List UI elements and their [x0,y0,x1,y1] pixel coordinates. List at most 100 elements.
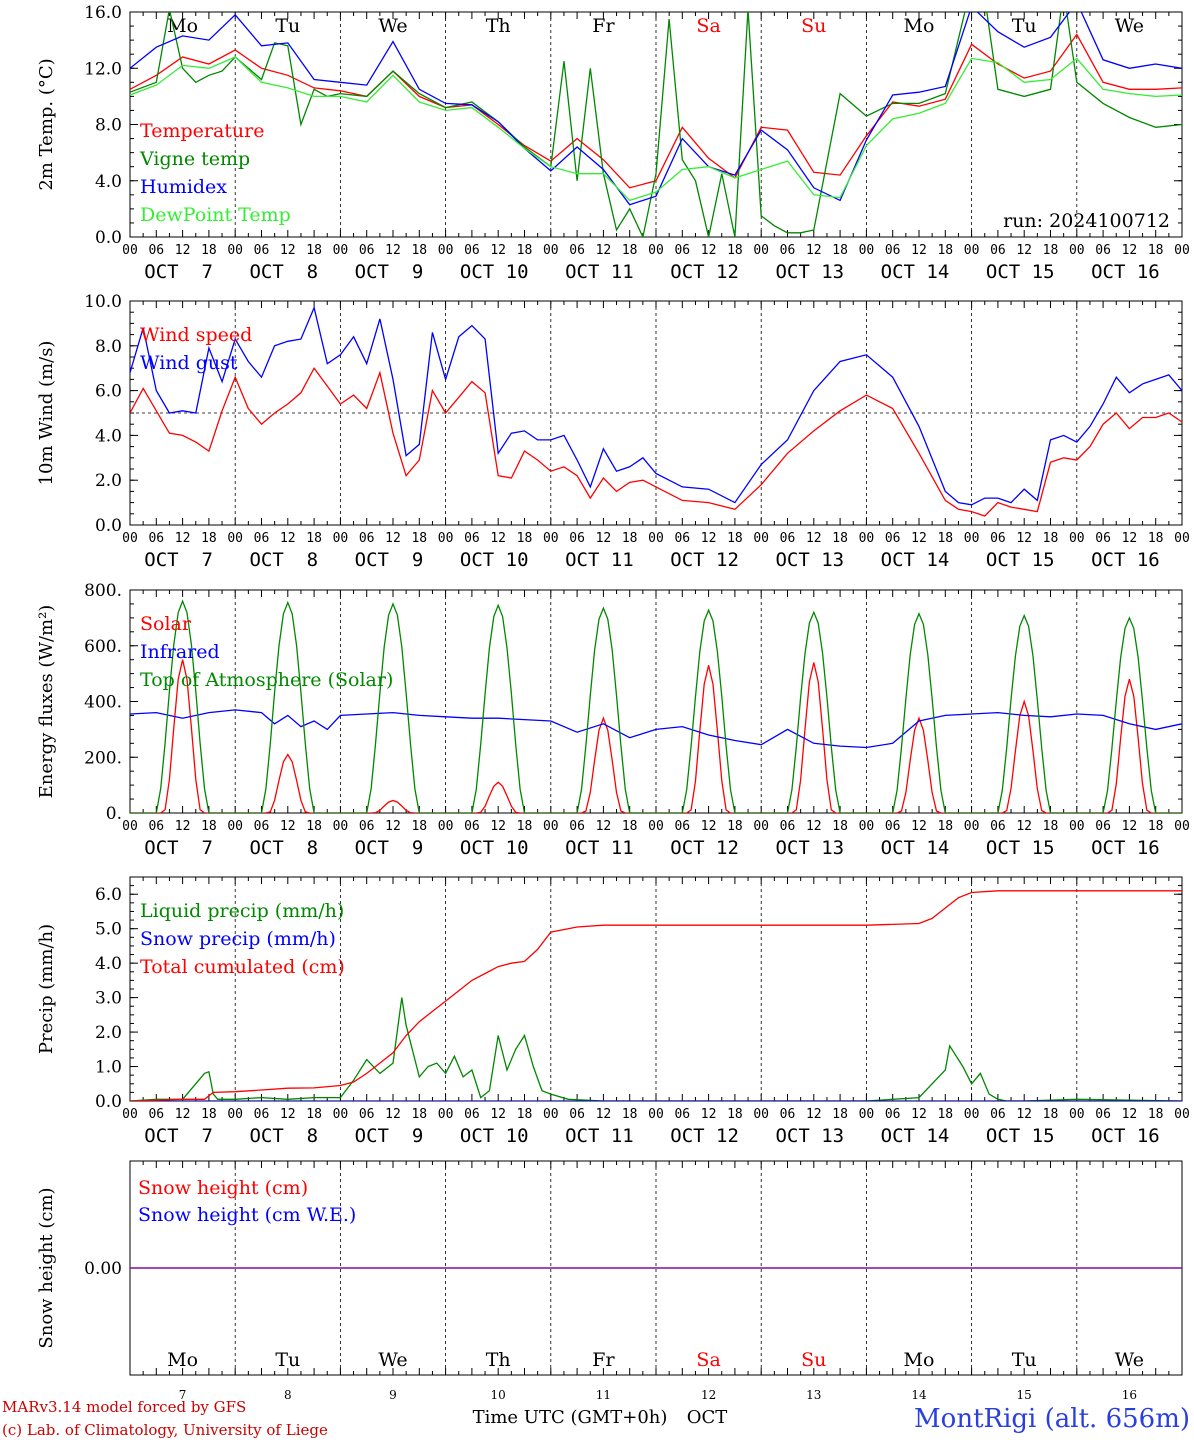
date-label: OCT 9 [355,837,424,859]
hour-tick-label: 12 [1122,243,1138,258]
day-name: Tu [275,15,300,37]
date-label: OCT 12 [670,837,739,859]
date-label: OCT 11 [565,549,634,571]
day-name: Tu [1012,15,1037,37]
hour-tick-label: 18 [201,819,217,834]
hour-tick-label: 06 [464,243,480,258]
run-label: run: 2024100712 [1003,210,1170,232]
legend-entry: Temperature [140,120,264,142]
hour-tick-label: 00 [648,531,664,546]
hour-tick-label: 12 [280,1107,296,1122]
hour-tick-label: 06 [1095,243,1111,258]
hour-tick-label: 06 [148,243,164,258]
y-axis-label: Precip (mm/h) [36,924,57,1054]
day-name: Mo [904,1349,935,1371]
hour-tick-label: 06 [885,1107,901,1122]
hour-tick-label: 12 [490,819,506,834]
day-name: Mo [167,1349,198,1371]
hour-tick-label: 12 [490,243,506,258]
hour-tick-label: 18 [622,243,638,258]
series-line-humidex [130,12,1182,206]
hour-tick-label: 18 [517,1107,533,1122]
hour-tick-label: 18 [411,531,427,546]
y-axis-label: 10m Wind (m/s) [36,341,57,486]
y-tick-label: 2.0 [95,471,122,491]
hour-tick-label: 12 [701,531,717,546]
hour-tick-label: 18 [517,819,533,834]
hour-tick-label: 00 [122,819,138,834]
hour-tick-label: 12 [596,819,612,834]
hour-tick-label: 18 [1148,243,1164,258]
hour-tick-label: 18 [1043,243,1059,258]
legend-entry: Solar [140,613,192,635]
date-label: OCT 11 [565,261,634,283]
hour-tick-label: 00 [227,243,243,258]
hour-tick-label: 06 [885,531,901,546]
day-name: Su [801,15,826,37]
date-label: OCT 16 [1091,1125,1160,1147]
hour-tick-label: 12 [175,819,191,834]
hour-tick-label: 00 [438,1107,454,1122]
hour-tick-label: 18 [727,243,743,258]
date-label: OCT 14 [881,1125,950,1147]
hour-tick-label: 12 [385,243,401,258]
hour-tick-label: 06 [569,1107,585,1122]
day-name: Mo [904,15,935,37]
date-label: OCT 10 [460,837,529,859]
hour-tick-label: 00 [753,1107,769,1122]
legend-entry: Infrared [140,641,220,663]
series-line-infrared [130,709,1182,749]
date-label: OCT 13 [775,837,844,859]
day-number: 14 [911,1388,927,1402]
hour-tick-label: 06 [885,243,901,258]
series-line-liquid-precip-mm-h- [130,997,1182,1101]
hour-tick-label: 18 [201,243,217,258]
day-name: Sa [696,1349,720,1371]
hour-tick-label: 06 [990,531,1006,546]
hour-tick-label: 12 [1016,819,1032,834]
y-tick-label: 400. [84,693,122,713]
hour-tick-label: 18 [832,1107,848,1122]
hour-tick-label: 12 [596,531,612,546]
panel-3: 0. 200. 400. 600. 800. Energy fluxes (W/m²) 00… [36,581,1190,859]
hour-tick-label: 00 [122,243,138,258]
panel-2: 0.0 2.0 4.0 6.0 8.0 10.0 10m Wind (m/s) 00 06 12 1… [36,292,1190,571]
hour-tick-label: 00 [1174,531,1190,546]
hour-tick-label: 06 [885,819,901,834]
hour-tick-label: 18 [937,531,953,546]
hour-tick-label: 00 [438,243,454,258]
date-label: OCT 15 [986,261,1055,283]
legend-entry: Total cumulated (cm) [140,956,345,978]
y-tick-label: 0. [106,804,122,824]
hour-tick-label: 18 [306,1107,322,1122]
hour-tick-label: 12 [280,243,296,258]
date-label: OCT 7 [144,1125,213,1147]
hour-tick-label: 18 [1043,819,1059,834]
series-line-total-cumulated-cm- [130,890,1182,1101]
y-tick-label: 5.0 [95,920,122,940]
hour-tick-label: 12 [911,1107,927,1122]
hour-tick-label: 06 [780,243,796,258]
y-tick-label: 0.0 [95,516,122,536]
hour-tick-label: 18 [411,819,427,834]
hour-tick-label: 06 [1095,1107,1111,1122]
y-tick-label: 4.0 [95,172,122,192]
hour-tick-label: 12 [911,243,927,258]
legend-entry: Snow height (cm W.E.) [138,1204,356,1226]
day-number: 7 [179,1388,187,1402]
legend-entry: Wind speed [140,324,252,346]
hour-tick-label: 00 [227,531,243,546]
date-label: OCT 16 [1091,261,1160,283]
hour-tick-label: 06 [254,243,270,258]
day-name: We [378,15,407,37]
hour-tick-label: 00 [1069,531,1085,546]
panel-4: 0.0 1.0 2.0 3.0 4.0 5.0 6.0 Precip (mm/h) 00 06 12… [36,876,1190,1147]
y-axis-label: Energy fluxes (W/m²) [36,605,57,799]
model-credit: MARv3.14 model forced by GFS [2,1398,246,1416]
legend-entry: Snow height (cm) [138,1177,308,1199]
hour-tick-label: 06 [464,531,480,546]
hour-tick-label: 18 [306,819,322,834]
date-label: OCT 14 [881,837,950,859]
legend-entry: Liquid precip (mm/h) [140,900,344,922]
date-label: OCT 13 [775,1125,844,1147]
